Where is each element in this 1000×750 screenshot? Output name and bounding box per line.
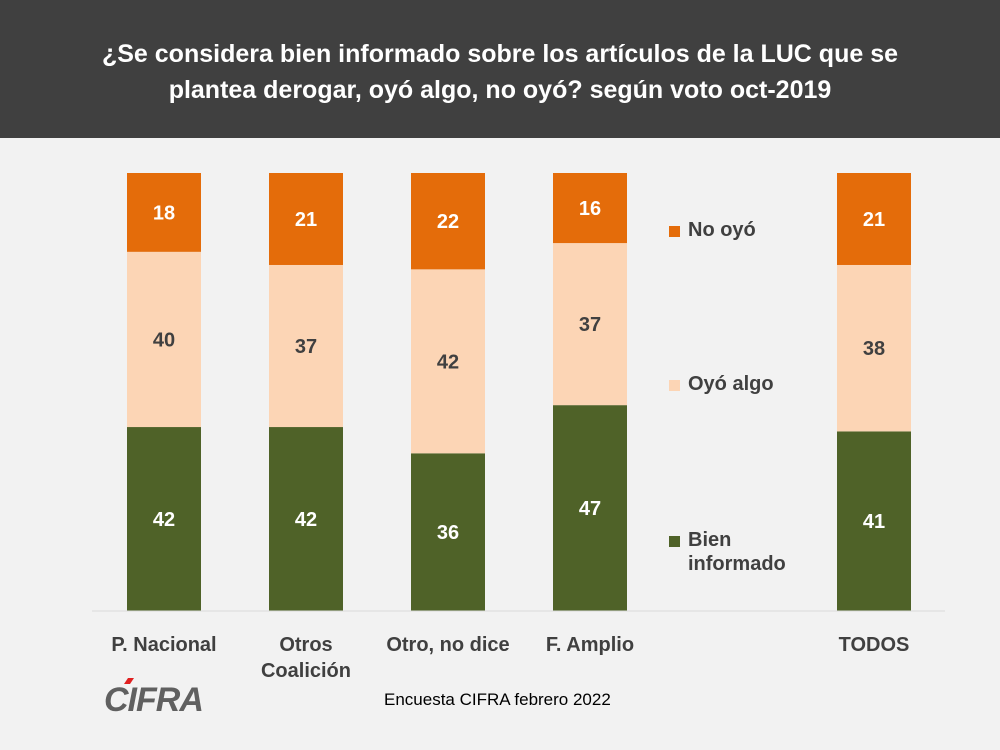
logo-text: CIFRA [104, 681, 203, 717]
data-label: 42 [437, 351, 459, 373]
category-label: Otros Coalición [261, 634, 351, 682]
category-label: P. Nacional [111, 634, 216, 656]
data-label: 40 [153, 329, 175, 351]
bar-segment [269, 264, 343, 428]
legend-swatch [669, 536, 680, 547]
source-note: Encuesta CIFRA febrero 2022 [384, 690, 611, 709]
data-label: 16 [579, 198, 601, 220]
category-label: TODOS [839, 634, 910, 656]
legend-label: No oyó [688, 219, 756, 241]
data-label: 42 [153, 509, 175, 531]
bar-segment [553, 405, 627, 611]
data-label: 21 [863, 209, 885, 231]
cifra-logo: CIFRA [104, 678, 204, 717]
bar-segment [269, 427, 343, 611]
logo-accent-icon [124, 678, 134, 684]
legend-label: Oyó algo [688, 373, 774, 395]
legend-swatch [669, 380, 680, 391]
bar-segment [553, 243, 627, 406]
data-label: 47 [579, 498, 601, 520]
bar-segment [837, 431, 911, 611]
bar-segment [127, 173, 201, 252]
data-label: 37 [579, 314, 601, 336]
bar-segment [127, 251, 201, 428]
legend-label: Bien informado [688, 529, 786, 575]
category-labels: P. Nacional Otros Coalición Otro, no dice F.… [111, 634, 909, 682]
bar-segment [411, 453, 485, 611]
data-label: 36 [437, 522, 459, 544]
data-label: 21 [295, 209, 317, 231]
title-banner: ¿Se considera bien informado sobre los a… [0, 0, 1000, 138]
bar-segment [411, 269, 485, 454]
legend: Bien informado Oyó algo No oyó [669, 219, 786, 575]
bar-segment [553, 173, 627, 244]
legend-swatch [669, 226, 680, 237]
data-label: 42 [295, 509, 317, 531]
data-label: 22 [437, 211, 459, 233]
data-label: 37 [295, 336, 317, 358]
bar-segment [411, 173, 485, 270]
bar-segment [837, 173, 911, 265]
data-label: 18 [153, 202, 175, 224]
bars-group: 42 40 18 42 37 21 36 42 22 47 37 16 41 38 21 [127, 173, 911, 611]
category-label: Otro, no dice [386, 634, 509, 656]
data-label: 41 [863, 511, 885, 533]
category-label: F. Amplio [546, 634, 634, 656]
bar-segment [127, 427, 201, 611]
bar-segment [269, 173, 343, 265]
chart-title: ¿Se considera bien informado sobre los a… [101, 40, 899, 104]
data-label: 38 [863, 338, 885, 360]
bar-segment [837, 264, 911, 432]
stacked-bar-chart: 42 40 18 42 37 21 36 42 22 47 37 16 41 38 21 P. Nacion… [92, 173, 945, 682]
